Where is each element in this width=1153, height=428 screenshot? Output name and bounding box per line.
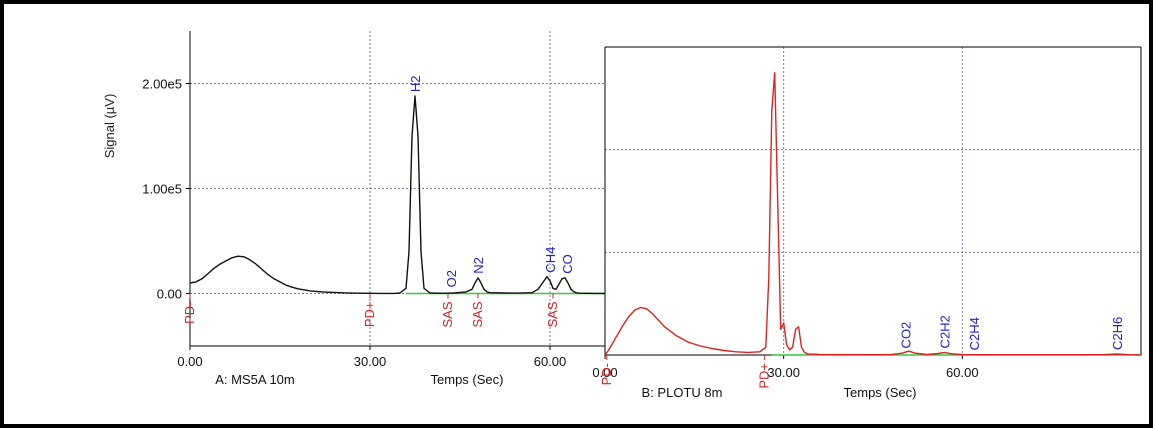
chart-b-peak-label: C2H2 xyxy=(937,315,952,348)
chart-b-xlabel: Temps (Sec) xyxy=(844,385,917,400)
chart-a-x-tick-label: 30.00 xyxy=(354,354,387,369)
chart-a-peak-label: CH4 xyxy=(543,247,558,273)
chart-a-xlabel: Temps (Sec) xyxy=(431,372,504,387)
chart-b-event-label: PD- xyxy=(599,363,614,385)
chart-a-peak-label: N2 xyxy=(471,257,486,274)
chart-a-peak-label: O2 xyxy=(444,270,459,287)
chart-a-peak-label: H2 xyxy=(408,75,423,92)
chart-a-x-tick-label: 60.00 xyxy=(534,354,567,369)
chart-a-peak-label: CO xyxy=(560,254,575,274)
chart-a-signal-line xyxy=(189,95,610,295)
chart-a-y-tick-label: 1.00e5 xyxy=(142,182,182,197)
chart-b-plot-bg xyxy=(605,47,1141,355)
chart-b-event-label: PD+ xyxy=(757,363,772,389)
chart-a: 0.00 1.00e5 2.00e5 0.00 30.00 60.00 PD- PD+ SAS S… xyxy=(142,31,610,369)
chart-b-peak-label: CO2 xyxy=(899,322,914,349)
chart-a-caption: A: MS5A 10m xyxy=(215,372,294,387)
chart-b-x-tick-label: 30.00 xyxy=(767,365,800,380)
chart-a-y-tick-label: 2.00e5 xyxy=(142,77,182,92)
chart-a-event-label: SAS xyxy=(545,301,560,327)
chart-a-x-tick-label: 0.00 xyxy=(177,354,202,369)
chart-a-event-label: SAS xyxy=(440,301,455,327)
chart-a-y-tick-label: 0.00 xyxy=(157,287,182,302)
chart-b-peak-label: C2H6 xyxy=(1110,317,1125,350)
chart-b-caption: B: PLOTU 8m xyxy=(642,385,723,400)
chart-b-signal-line xyxy=(604,72,1142,356)
chart-b: 0.00 30.00 60.00 PD- PD+ CO2 C2H2 C2H4 C2H6 xyxy=(592,46,1142,389)
chart-a-event-label: PD+ xyxy=(362,302,377,328)
chart-a-event-label: SAS xyxy=(470,301,485,327)
chart-b-x-tick-label: 60.00 xyxy=(946,365,979,380)
chart-b-x-tick-label: 0.00 xyxy=(592,365,617,380)
chart-a-event-label: PD- xyxy=(182,302,197,324)
chart-b-peak-label: C2H4 xyxy=(967,317,982,350)
